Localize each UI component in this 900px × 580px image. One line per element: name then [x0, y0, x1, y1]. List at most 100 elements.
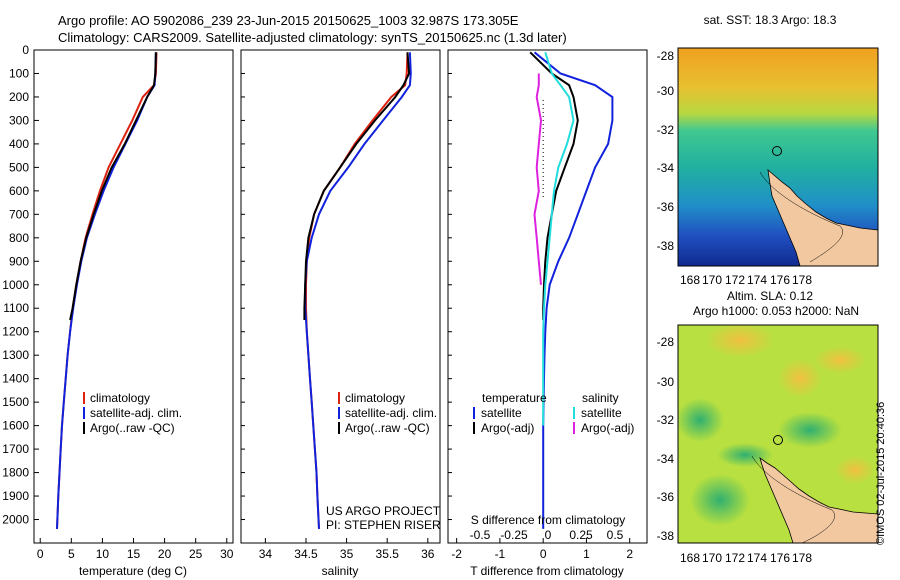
x-tick-label: 5 [68, 547, 75, 561]
x-tick-label: 25 [189, 547, 203, 561]
map-lat-tick-label: -30 [657, 84, 675, 98]
map-lat-tick-label: -38 [657, 529, 675, 543]
map-lon-tick-label: 178 [792, 551, 812, 565]
map-lat-tick-label: -34 [657, 452, 675, 466]
y-tick-label: 1000 [2, 278, 29, 292]
x-tick-label: 35 [340, 547, 354, 561]
y-tick-label: 800 [9, 231, 29, 245]
sla-map-title-line2: Argo h1000: 0.053 h2000: NaN [693, 304, 859, 318]
legend-label-s-satellite: satellite [581, 406, 622, 420]
salinity-panel-frame [240, 49, 441, 544]
series-line-t-satellite [533, 51, 614, 529]
x-tick-label: 2 [626, 547, 633, 561]
map-lon-tick-label: 170 [702, 551, 722, 565]
sla-map [678, 325, 878, 543]
y-tick-label: 900 [9, 254, 29, 268]
y-tick-label: 1700 [2, 442, 29, 456]
project-name: US ARGO PROJECT [326, 504, 441, 518]
legend-label-s-argo: Argo(-adj) [581, 421, 634, 435]
x-tick-label: 34 [259, 547, 273, 561]
y-tick-label: 500 [9, 160, 29, 174]
map-lon-tick-label: 174 [747, 273, 767, 287]
legend-label-t-argo: Argo(-adj) [481, 421, 534, 435]
x-tick-label: 35.5 [376, 547, 400, 561]
map-lat-tick-label: -36 [657, 200, 675, 214]
map-lon-tick-label: 178 [792, 273, 812, 287]
x-tick-label: 30 [220, 547, 234, 561]
land-mass [767, 169, 878, 266]
series-line-argo-raw-qc [69, 52, 157, 321]
legend-label-climatology: climatology [345, 391, 405, 405]
salinity-legend: climatology satellite-adj. clim. Argo(..… [338, 391, 437, 435]
series-layer [56, 51, 614, 529]
s-tick-label: 0.25 [569, 528, 593, 542]
difference-panel-frame [447, 49, 648, 544]
axes-layer: 0100200300400500600700800900100011001200… [2, 43, 633, 561]
s-difference-axis-label: S difference from climatology [471, 513, 626, 527]
map-lat-tick-label: -32 [657, 413, 675, 427]
map-tick-labels: 168168170170172172174174176176178178-28-… [657, 49, 813, 565]
sla-map-title-line1: Altim. SLA: 0.12 [727, 289, 813, 303]
x-tick-label: 15 [127, 547, 141, 561]
x-tick-label: 1 [583, 547, 590, 561]
y-tick-label: 1400 [2, 372, 29, 386]
y-tick-label: 1600 [2, 419, 29, 433]
x-tick-label: 10 [96, 547, 110, 561]
x-tick-label: 0 [37, 547, 44, 561]
series-line-satellite-adj-clim [56, 52, 157, 529]
sst-map-title: sat. SST: 18.3 Argo: 18.3 [704, 13, 837, 27]
series-line-climatology [305, 52, 409, 529]
y-tick-label: 700 [9, 207, 29, 221]
salinity-axis-label: salinity [322, 564, 359, 578]
y-tick-label: 0 [22, 43, 29, 57]
x-tick-label: 20 [158, 547, 172, 561]
temperature-legend: climatology satellite-adj. clim. Argo(..… [83, 391, 182, 435]
map-lat-tick-label: -36 [657, 490, 675, 504]
sla-map-frame [677, 324, 879, 544]
y-tick-label: 600 [9, 184, 29, 198]
series-line-t-argo-adj [529, 51, 579, 320]
map-lat-tick-label: -32 [657, 123, 675, 137]
y-tick-label: 2000 [2, 513, 29, 527]
y-tick-label: 1800 [2, 466, 29, 480]
argo-float-location [773, 435, 783, 445]
x-tick-label: -2 [451, 547, 462, 561]
map-lat-tick-label: -28 [657, 335, 675, 349]
imos-timestamp: ©IMOS 02-Jul-2015 20:40:36 [875, 401, 887, 545]
difference-legend: temperature salinity satellite satellite… [473, 391, 634, 435]
legend-label-satellite: satellite-adj. clim. [345, 406, 437, 420]
y-tick-label: 1200 [2, 325, 29, 339]
argo-float-location [772, 146, 782, 156]
depth-contour [759, 171, 843, 263]
s-tick-label: -0.5 [470, 528, 491, 542]
x-tick-label: 0 [540, 547, 547, 561]
depth-contour [751, 455, 835, 543]
map-lon-tick-label: 172 [725, 551, 745, 565]
legend-label-climatology: climatology [90, 391, 150, 405]
legend-label-t-satellite: satellite [481, 406, 522, 420]
x-tick-label: -1 [495, 547, 506, 561]
y-tick-label: 1500 [2, 395, 29, 409]
y-tick-label: 400 [9, 137, 29, 151]
plot-title-line1: Argo profile: AO 5902086_239 23-Jun-2015… [58, 13, 519, 28]
map-lon-tick-label: 174 [747, 551, 767, 565]
project-pi: PI: STEPHEN RISER [326, 518, 441, 532]
t-difference-axis-label: T difference from climatology [470, 564, 624, 578]
land-mass [759, 457, 878, 543]
map-lat-tick-label: -34 [657, 161, 675, 175]
s-tick-label: 0.5 [607, 528, 624, 542]
map-lon-tick-label: 168 [680, 551, 700, 565]
y-tick-label: 100 [9, 66, 29, 80]
sst-map [678, 48, 878, 266]
y-tick-label: 300 [9, 113, 29, 127]
y-tick-label: 1300 [2, 348, 29, 362]
plot-title-line2: Climatology: CARS2009. Satellite-adjuste… [58, 30, 567, 45]
y-tick-label: 200 [9, 90, 29, 104]
series-line-argo-raw-qc [303, 52, 411, 320]
map-lon-tick-label: 176 [770, 273, 790, 287]
series-line-s-satellite [542, 52, 575, 426]
legend-label-satellite: satellite-adj. clim. [90, 406, 182, 420]
map-lon-tick-label: 168 [680, 273, 700, 287]
y-tick-label: 1100 [3, 301, 29, 315]
